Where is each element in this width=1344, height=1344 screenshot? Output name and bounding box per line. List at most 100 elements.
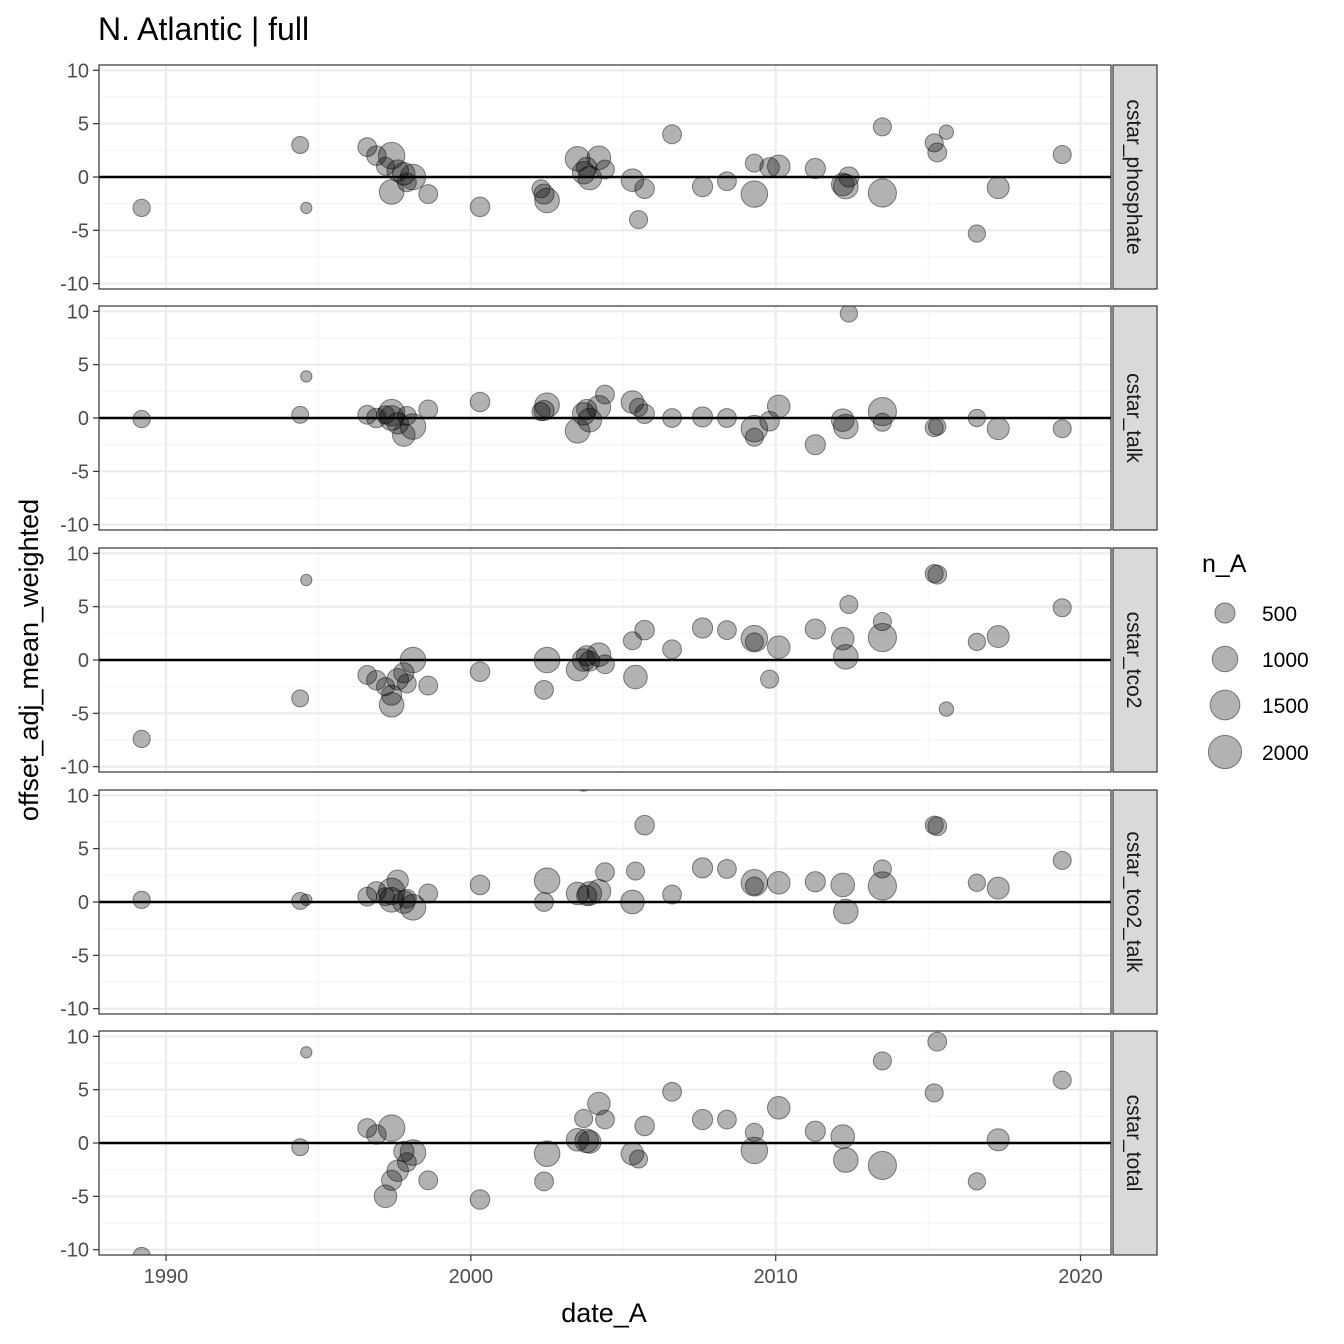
y-axis-title: offset_adj_mean_weighted bbox=[14, 499, 44, 821]
data-point bbox=[986, 625, 1010, 649]
data-point bbox=[867, 871, 897, 901]
panel-cstar_phosphate: cstar_phosphate 10 5 0 -5 -10 bbox=[60, 60, 1158, 296]
data-point bbox=[378, 691, 405, 718]
data-point bbox=[830, 626, 855, 651]
data-point bbox=[967, 1172, 987, 1191]
data-point bbox=[628, 210, 649, 230]
data-point bbox=[924, 133, 944, 153]
panel-cstar_tco2_talk: cstar_tco2_talk 10 5 0 -5 -10 bbox=[60, 785, 1158, 1021]
data-point bbox=[740, 1136, 769, 1165]
data-point bbox=[832, 173, 859, 200]
data-point bbox=[579, 650, 601, 672]
y-tick-label: -10 bbox=[60, 274, 89, 296]
data-point bbox=[291, 405, 310, 424]
data-point bbox=[357, 886, 378, 907]
panel-cstar_tco2: cstar_tco2 10 5 0 -5 -10 bbox=[60, 543, 1158, 779]
data-point bbox=[691, 1108, 714, 1131]
data-point bbox=[832, 413, 859, 440]
data-point bbox=[634, 178, 655, 199]
data-point bbox=[586, 879, 612, 904]
data-point bbox=[967, 632, 987, 652]
data-point bbox=[396, 172, 417, 193]
data-point bbox=[381, 684, 403, 706]
data-point bbox=[740, 180, 769, 208]
y-tick-label: -5 bbox=[71, 945, 89, 967]
y-tick-label: 10 bbox=[67, 543, 89, 565]
points-group bbox=[132, 306, 1072, 456]
y-tick-label: 5 bbox=[78, 1080, 89, 1102]
y-tick-label: 0 bbox=[78, 408, 89, 430]
data-point bbox=[740, 624, 769, 653]
points-group bbox=[132, 564, 1072, 749]
data-point bbox=[662, 124, 682, 145]
data-point bbox=[132, 1246, 151, 1255]
legend-title: n_A bbox=[1202, 550, 1247, 578]
data-point bbox=[927, 564, 948, 585]
chart-title: N. Atlantic | full bbox=[98, 11, 309, 47]
data-point bbox=[578, 790, 589, 792]
data-point bbox=[564, 417, 591, 444]
data-point bbox=[377, 877, 406, 906]
y-tick-label: -5 bbox=[71, 220, 89, 242]
data-point bbox=[577, 165, 603, 191]
data-point bbox=[418, 184, 439, 204]
data-point bbox=[366, 881, 387, 902]
facet-strip bbox=[1112, 547, 1158, 773]
data-point bbox=[986, 417, 1010, 441]
data-point bbox=[300, 573, 313, 587]
data-point bbox=[967, 873, 987, 892]
facet-strip-label: cstar_tco2_talk bbox=[1122, 831, 1145, 973]
x-tick-label: 1990 bbox=[144, 1266, 189, 1288]
data-point bbox=[744, 1122, 764, 1142]
data-point bbox=[766, 154, 791, 179]
facet-strip bbox=[1112, 305, 1158, 531]
data-point bbox=[357, 137, 378, 158]
data-point bbox=[744, 427, 764, 447]
data-point bbox=[366, 145, 387, 166]
data-point bbox=[1052, 1070, 1072, 1090]
data-point bbox=[804, 157, 826, 180]
legend-key-circle bbox=[1209, 689, 1241, 721]
data-point bbox=[291, 891, 310, 910]
data-point bbox=[576, 885, 598, 907]
data-point bbox=[469, 1189, 491, 1210]
data-point bbox=[386, 159, 409, 182]
data-point bbox=[1052, 145, 1072, 165]
y-tick-label: 0 bbox=[78, 892, 89, 914]
y-tick-label: 5 bbox=[78, 839, 89, 861]
data-point bbox=[396, 1152, 417, 1173]
y-tick-label: 5 bbox=[78, 114, 89, 136]
data-point bbox=[132, 890, 151, 910]
data-point bbox=[928, 417, 947, 436]
data-point bbox=[375, 677, 396, 697]
y-tick-label: -10 bbox=[60, 515, 89, 537]
data-point bbox=[533, 1140, 561, 1167]
y-tick-label: 10 bbox=[67, 785, 89, 807]
data-point bbox=[804, 434, 826, 456]
data-point bbox=[832, 898, 859, 925]
data-point bbox=[565, 881, 590, 906]
data-point bbox=[832, 1147, 859, 1173]
data-point bbox=[830, 408, 855, 432]
data-point bbox=[986, 876, 1010, 900]
y-tick-label: 5 bbox=[78, 355, 89, 377]
data-point bbox=[839, 306, 858, 323]
data-point bbox=[469, 391, 491, 413]
data-point bbox=[967, 408, 987, 428]
data-point bbox=[534, 392, 560, 419]
data-point bbox=[132, 729, 151, 749]
data-point bbox=[924, 564, 944, 584]
y-tick-label: -10 bbox=[60, 757, 89, 779]
data-point bbox=[938, 701, 955, 717]
y-tick-label: -10 bbox=[60, 1240, 89, 1262]
data-point bbox=[662, 639, 682, 660]
data-point bbox=[378, 887, 405, 913]
data-point bbox=[533, 867, 561, 894]
legend-key-label: 2000 bbox=[1262, 742, 1309, 765]
data-point bbox=[396, 405, 417, 426]
data-point bbox=[399, 894, 427, 921]
data-point bbox=[839, 594, 859, 615]
data-point bbox=[924, 418, 944, 438]
data-point bbox=[927, 816, 948, 837]
data-point bbox=[634, 619, 655, 641]
